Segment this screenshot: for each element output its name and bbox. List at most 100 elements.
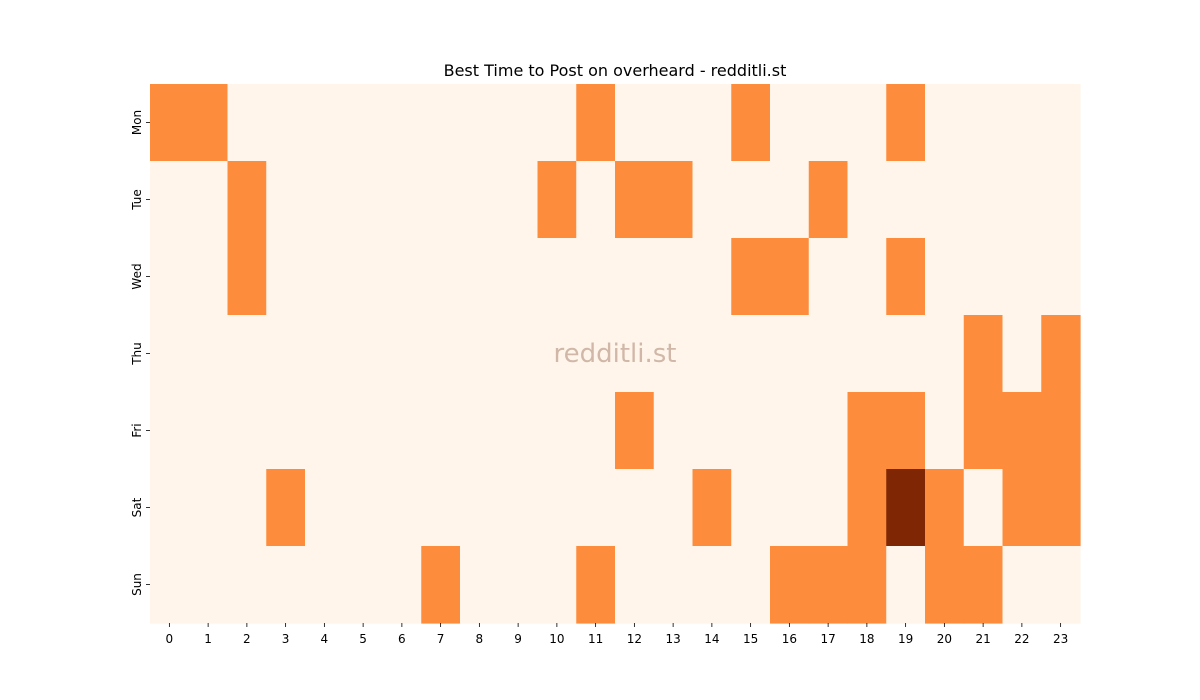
- heatmap-cell-mon-3: [266, 84, 306, 162]
- heatmap-cell-sat-3: [266, 469, 306, 547]
- heatmap-cell-mon-17: [808, 84, 849, 162]
- heatmap-cell-mon-9: [498, 84, 539, 162]
- heatmap-cell-fri-15: [731, 392, 771, 470]
- heatmap-cell-sat-20: [925, 469, 965, 547]
- heatmap-cell-wed-19: [886, 238, 926, 316]
- heatmap-cell-wed-5: [343, 238, 384, 316]
- heatmap-cell-thu-2: [227, 315, 267, 393]
- heatmap-cell-fri-14: [692, 392, 732, 470]
- heatmap-cell-sun-15: [731, 546, 771, 624]
- heatmap-cell-mon-8: [460, 84, 500, 162]
- x-tick-label: 3: [282, 632, 290, 646]
- heatmap-cell-wed-14: [692, 238, 732, 316]
- heatmap-cell-sat-13: [653, 469, 694, 547]
- heatmap-cell-sat-19: [886, 469, 926, 547]
- heatmap-cell-fri-7: [421, 392, 461, 470]
- heatmap-cell-fri-20: [925, 392, 965, 470]
- heatmap-cell-thu-18: [847, 315, 887, 393]
- heatmap-cell-fri-9: [498, 392, 539, 470]
- heatmap-cell-sun-9: [498, 546, 539, 624]
- heatmap-cell-thu-4: [305, 315, 345, 393]
- heatmap-cell-sun-6: [382, 546, 422, 624]
- heatmap-cell-wed-20: [925, 238, 965, 316]
- heatmap-cell-tue-21: [963, 161, 1004, 239]
- heatmap-cell-wed-6: [382, 238, 422, 316]
- heatmap-cell-tue-8: [460, 161, 500, 239]
- heatmap-cell-thu-19: [886, 315, 926, 393]
- y-tick-label: Tue: [130, 189, 144, 211]
- heatmap-cell-fri-16: [770, 392, 810, 470]
- heatmap-cell-wed-0: [150, 238, 190, 316]
- heatmap-cell-wed-21: [963, 238, 1004, 316]
- x-tick-label: 7: [437, 632, 445, 646]
- heatmap-cell-tue-14: [692, 161, 732, 239]
- heatmap-cell-sat-10: [537, 469, 577, 547]
- x-tick-label: 22: [1014, 632, 1029, 646]
- heatmap-cell-mon-12: [615, 84, 655, 162]
- heatmap-cell-fri-0: [150, 392, 190, 470]
- heatmap-cell-tue-0: [150, 161, 190, 239]
- heatmap-cell-tue-22: [1002, 161, 1042, 239]
- heatmap-cell-tue-16: [770, 161, 810, 239]
- heatmap-cell-sat-18: [847, 469, 887, 547]
- heatmap-cell-sun-17: [808, 546, 849, 624]
- x-tick-label: 19: [898, 632, 913, 646]
- heatmap-cell-mon-14: [692, 84, 732, 162]
- heatmap-cell-sat-14: [692, 469, 732, 547]
- heatmap-cell-sun-7: [421, 546, 461, 624]
- heatmap-cell-fri-12: [615, 392, 655, 470]
- heatmap-cell-fri-17: [808, 392, 849, 470]
- chart-title: Best Time to Post on overheard - redditl…: [444, 61, 787, 80]
- heatmap-cell-mon-4: [305, 84, 345, 162]
- y-tick-label: Fri: [130, 423, 144, 437]
- heatmap-cell-fri-5: [343, 392, 384, 470]
- heatmap-cell-thu-11: [576, 315, 616, 393]
- x-tick-label: 14: [704, 632, 719, 646]
- heatmap-cell-sat-16: [770, 469, 810, 547]
- x-tick-label: 10: [549, 632, 564, 646]
- heatmap-cell-tue-9: [498, 161, 539, 239]
- heatmap-cell-thu-23: [1041, 315, 1081, 393]
- x-tick-label: 1: [204, 632, 212, 646]
- heatmap-cell-sun-1: [188, 546, 229, 624]
- heatmap-cell-fri-11: [576, 392, 616, 470]
- heatmap-cell-wed-2: [227, 238, 267, 316]
- heatmap-cell-tue-6: [382, 161, 422, 239]
- heatmap-cell-mon-22: [1002, 84, 1042, 162]
- heatmap-cell-wed-11: [576, 238, 616, 316]
- heatmap-cell-mon-6: [382, 84, 422, 162]
- heatmap-cell-sun-13: [653, 546, 694, 624]
- heatmap-cell-sat-11: [576, 469, 616, 547]
- heatmap-cell-tue-2: [227, 161, 267, 239]
- heatmap-cell-sat-1: [188, 469, 229, 547]
- heatmap-cell-wed-7: [421, 238, 461, 316]
- heatmap-cell-tue-12: [615, 161, 655, 239]
- heatmap-cell-thu-7: [421, 315, 461, 393]
- heatmap-cell-sun-18: [847, 546, 887, 624]
- heatmap-cell-mon-1: [188, 84, 229, 162]
- x-tick-label: 9: [514, 632, 522, 646]
- heatmap-cell-tue-23: [1041, 161, 1081, 239]
- heatmap-cell-mon-19: [886, 84, 926, 162]
- heatmap-cell-sat-15: [731, 469, 771, 547]
- heatmap-cell-wed-23: [1041, 238, 1081, 316]
- heatmap-cell-tue-13: [653, 161, 694, 239]
- heatmap-cells: [150, 84, 1081, 624]
- heatmap-cell-mon-20: [925, 84, 965, 162]
- heatmap-cell-thu-8: [460, 315, 500, 393]
- y-tick-label: Sat: [130, 497, 144, 517]
- heatmap-cell-sat-9: [498, 469, 539, 547]
- heatmap-cell-sun-21: [963, 546, 1004, 624]
- heatmap-cell-sat-0: [150, 469, 190, 547]
- x-tick-label: 15: [743, 632, 758, 646]
- heatmap-cell-sun-19: [886, 546, 926, 624]
- heatmap-cell-fri-6: [382, 392, 422, 470]
- heatmap-cell-thu-1: [188, 315, 229, 393]
- x-tick-label: 6: [398, 632, 406, 646]
- heatmap-cell-sat-23: [1041, 469, 1081, 547]
- heatmap-cell-fri-13: [653, 392, 694, 470]
- heatmap-cell-sat-21: [963, 469, 1004, 547]
- x-tick-label: 12: [627, 632, 642, 646]
- y-tick-label: Wed: [130, 263, 144, 289]
